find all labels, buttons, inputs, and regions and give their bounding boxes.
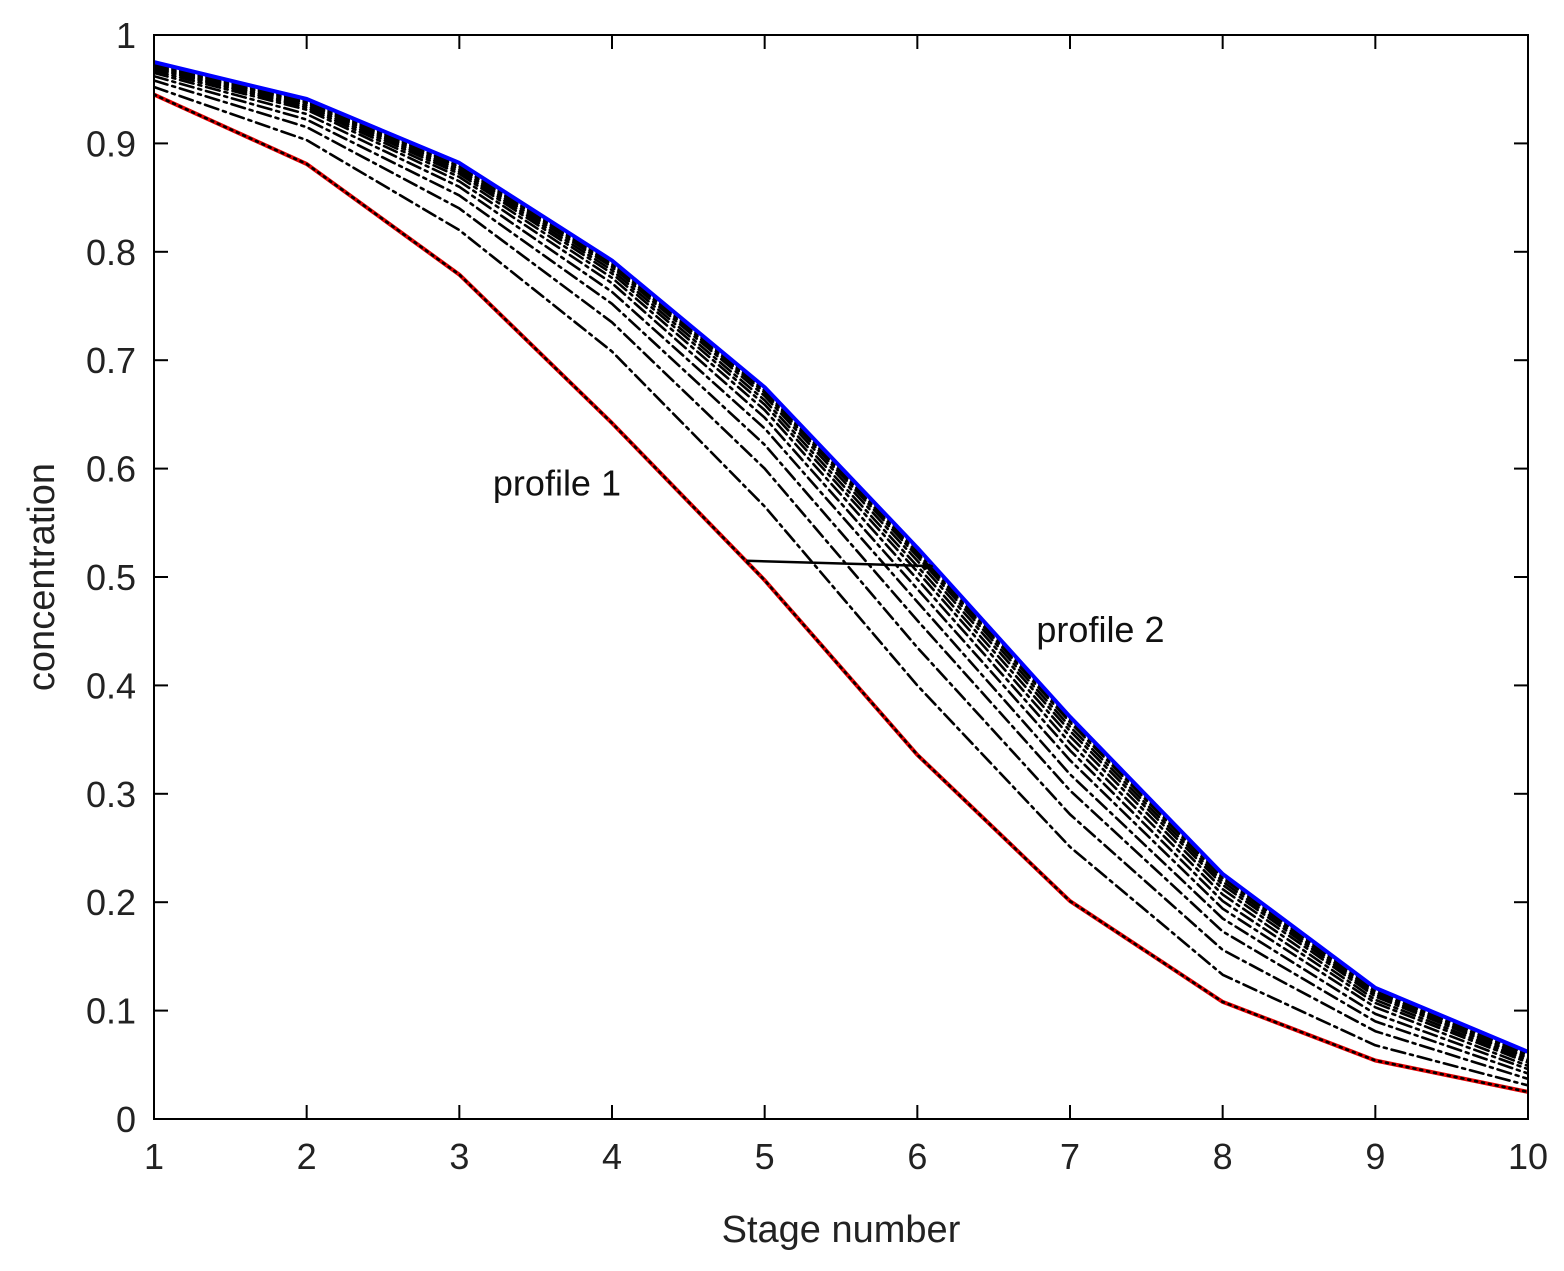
series-line-5 (154, 74, 1528, 1075)
series-line-8 (154, 67, 1528, 1064)
series-line-6 (154, 71, 1528, 1071)
series-layer (154, 60, 1528, 1094)
y-tick-label: 0.8 (86, 232, 136, 273)
annotations: profile 1 profile 2 (493, 463, 1165, 650)
y-tick-label: 1 (116, 15, 136, 56)
series-line-13 (154, 61, 1528, 1056)
x-tick-label: 4 (602, 1136, 622, 1177)
x-tick-label: 1 (144, 1136, 164, 1177)
x-tick-label: 3 (449, 1136, 469, 1177)
x-tick-label: 9 (1365, 1136, 1385, 1177)
series-line-7 (154, 69, 1528, 1068)
y-tick-label: 0.2 (86, 882, 136, 923)
y-tick-label: 0.5 (86, 557, 136, 598)
y-tick-label: 0.1 (86, 991, 136, 1032)
y-axis-title: concentration (21, 463, 63, 691)
x-tick-label: 7 (1060, 1136, 1080, 1177)
series-line-9 (154, 66, 1528, 1062)
y-tick-label: 0.6 (86, 449, 136, 490)
series-line-2 (154, 93, 1528, 1094)
y-tick-label: 0.3 (86, 774, 136, 815)
series-line-15 (154, 60, 1528, 1054)
axis-ticks: 1 2 3 4 5 6 7 8 9 10 0 0.1 0.2 0.3 0.4 0.5 0.6 0.7 0.8 0.9 1 (86, 15, 1548, 1177)
x-tick-label: 10 (1508, 1136, 1548, 1177)
annotation-arrow (746, 559, 934, 571)
y-tick-label: 0 (116, 1099, 136, 1140)
x-tick-label: 6 (907, 1136, 927, 1177)
x-tick-label: 5 (755, 1136, 775, 1177)
y-tick-label: 0.4 (86, 665, 136, 706)
series-line-4 (154, 79, 1528, 1081)
series-line-1 (154, 92, 1528, 1094)
series-line-12 (154, 63, 1528, 1057)
series-line-3 (154, 85, 1528, 1087)
series-line-10 (154, 65, 1528, 1060)
y-tick-label: 0.9 (86, 123, 136, 164)
series-line-11 (154, 64, 1528, 1059)
x-tick-label: 2 (297, 1136, 317, 1177)
x-tick-label: 8 (1213, 1136, 1233, 1177)
annotation-profile-2: profile 2 (1036, 609, 1164, 650)
y-tick-label: 0.7 (86, 340, 136, 381)
x-axis-title: Stage number (722, 1209, 961, 1251)
annotation-profile-1: profile 1 (493, 463, 621, 504)
